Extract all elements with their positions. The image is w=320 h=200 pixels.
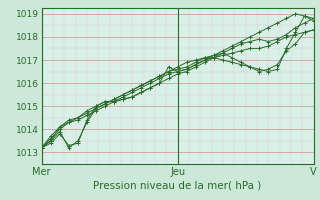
X-axis label: Pression niveau de la mer( hPa ): Pression niveau de la mer( hPa ) [93, 181, 262, 191]
